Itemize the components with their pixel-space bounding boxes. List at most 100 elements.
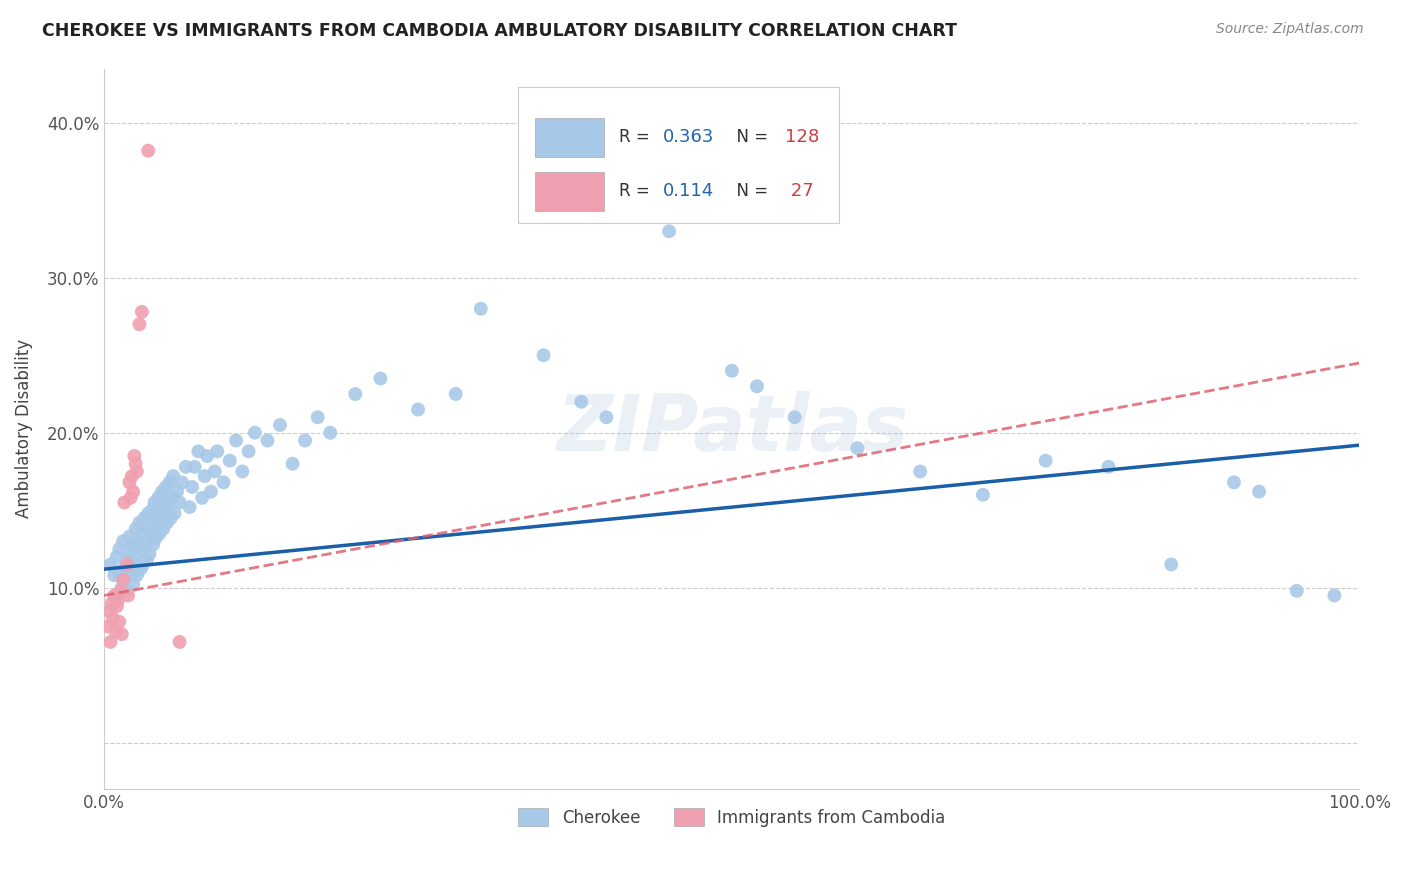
Point (155, 480, 177, 494)
Point (142, 537, 165, 551)
Text: CHEROKEE VS IMMIGRANTS FROM CAMBODIA AMBULATORY DISABILITY CORRELATION CHART: CHEROKEE VS IMMIGRANTS FROM CAMBODIA AMB… (42, 22, 957, 40)
Point (121, 537, 143, 551)
Text: 128: 128 (785, 128, 818, 146)
Point (112, 562, 135, 576)
Point (218, 453, 240, 467)
Point (846, 442, 869, 456)
Point (162, 469, 184, 483)
Point (131, 541, 153, 556)
Point (370, 371, 392, 385)
Point (159, 475, 181, 490)
Point (108, 615, 131, 629)
Point (146, 511, 169, 525)
Point (101, 612, 124, 626)
FancyBboxPatch shape (519, 87, 838, 224)
Point (135, 537, 157, 551)
Point (179, 500, 201, 515)
Point (156, 516, 179, 530)
FancyBboxPatch shape (534, 171, 603, 211)
Point (112, 573, 135, 587)
Point (125, 465, 148, 479)
Point (129, 562, 152, 576)
Point (112, 495, 135, 509)
Point (131, 305, 153, 319)
Point (134, 511, 156, 525)
Point (256, 434, 278, 448)
Point (115, 583, 138, 598)
Point (124, 522, 146, 536)
Text: R =: R = (619, 182, 655, 200)
Point (100, 635, 122, 649)
Point (103, 589, 125, 603)
Point (107, 593, 129, 607)
Point (111, 581, 134, 595)
Text: R =: R = (619, 128, 655, 146)
Point (122, 484, 145, 499)
Point (344, 387, 367, 401)
Point (108, 541, 131, 556)
Point (100, 558, 122, 572)
Point (195, 449, 218, 463)
Text: 27: 27 (785, 182, 813, 200)
Point (122, 577, 145, 591)
Point (127, 534, 149, 549)
Point (101, 596, 124, 610)
Point (444, 387, 467, 401)
Point (143, 516, 166, 530)
Point (103, 568, 125, 582)
Point (194, 469, 217, 483)
Point (721, 364, 744, 378)
Point (169, 495, 191, 509)
Point (136, 144, 159, 158)
Point (105, 549, 128, 564)
Point (569, 394, 592, 409)
Point (105, 589, 128, 603)
Point (159, 511, 181, 525)
Legend: Cherokee, Immigrants from Cambodia: Cherokee, Immigrants from Cambodia (510, 800, 953, 835)
Point (783, 410, 806, 425)
Point (108, 566, 131, 580)
Point (148, 491, 170, 505)
Point (145, 531, 167, 545)
Point (110, 583, 132, 598)
Point (1223, 475, 1246, 490)
Point (160, 491, 183, 505)
Point (225, 434, 247, 448)
Point (307, 410, 329, 425)
Point (131, 526, 153, 541)
Point (117, 589, 139, 603)
Point (98, 604, 121, 618)
Point (238, 444, 260, 458)
Point (470, 301, 492, 316)
Point (132, 558, 155, 572)
Point (136, 553, 159, 567)
Point (200, 484, 222, 499)
Point (118, 530, 141, 544)
Point (204, 465, 226, 479)
Point (1160, 558, 1182, 572)
Point (136, 522, 159, 536)
Point (118, 547, 141, 561)
Point (128, 318, 150, 332)
Point (163, 506, 186, 520)
Text: ZIPatlas: ZIPatlas (555, 391, 908, 467)
Point (138, 547, 160, 561)
Point (115, 558, 138, 572)
Point (125, 568, 148, 582)
Text: Source: ZipAtlas.com: Source: ZipAtlas.com (1216, 22, 1364, 37)
Point (183, 459, 205, 474)
Point (281, 457, 304, 471)
Point (658, 224, 681, 238)
Point (1097, 459, 1119, 474)
Point (170, 475, 193, 490)
Point (121, 469, 143, 483)
Point (1249, 484, 1271, 499)
Text: N =: N = (725, 182, 773, 200)
Point (104, 624, 127, 639)
Point (105, 599, 128, 614)
Point (406, 402, 429, 417)
Point (128, 516, 150, 530)
Point (191, 491, 214, 505)
Point (174, 459, 197, 474)
Point (118, 475, 141, 490)
